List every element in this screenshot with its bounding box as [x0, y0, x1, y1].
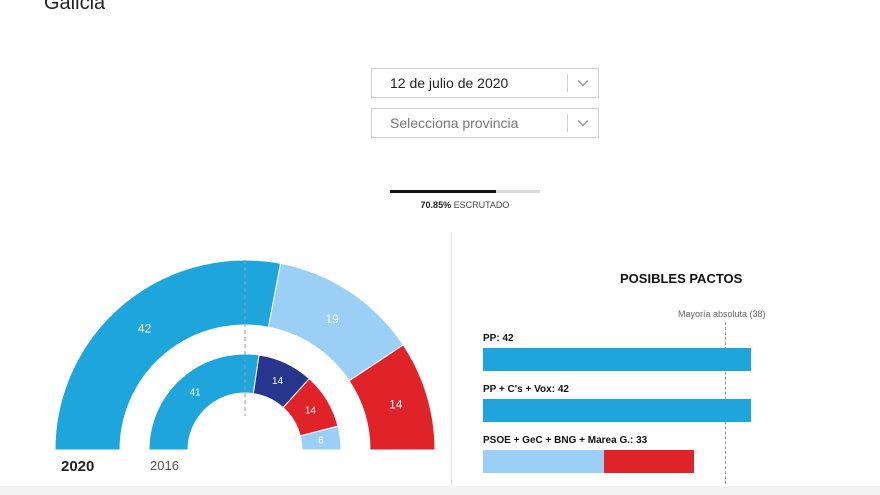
- chevron-down-icon[interactable]: [568, 79, 598, 87]
- chevron-down-icon[interactable]: [568, 119, 598, 127]
- page-title: Galicia: [44, 0, 106, 14]
- scrutiny-progress-fill: [390, 190, 497, 193]
- pacto-label: PP + C's + Vox: 42: [483, 384, 569, 395]
- pactos-title: POSIBLES PACTOS: [620, 271, 743, 286]
- majority-label: Mayoría absoluta (38): [678, 309, 766, 319]
- scrutiny-percent: 70.85%: [420, 200, 452, 210]
- scrutiny-progress-bar: [390, 190, 540, 193]
- previous-seat-label: 6: [318, 436, 324, 447]
- date-select-value: 12 de julio de 2020: [390, 75, 509, 91]
- section-divider: [451, 232, 452, 495]
- year-current-label: 2020: [61, 458, 95, 475]
- year-previous-label: 2016: [150, 458, 179, 473]
- select-separator: [567, 114, 568, 132]
- province-select[interactable]: Selecciona provincia: [371, 108, 599, 138]
- previous-seat-label: 14: [272, 376, 284, 387]
- previous-seat-label: 14: [305, 406, 317, 417]
- hemicycle-chart: 42 19 14 41 14 14 6: [54, 259, 436, 451]
- pacto-bar-segment: [483, 450, 605, 473]
- pacto-bar-segment: [483, 399, 751, 422]
- previous-ring-segment: [299, 425, 342, 451]
- current-seat-label: 14: [389, 397, 403, 411]
- select-separator: [567, 74, 568, 92]
- pacto-bar: [483, 348, 751, 371]
- previous-ring-segment: [148, 353, 260, 451]
- current-ring-segment: [348, 344, 436, 451]
- pacto-bar-segment: [483, 348, 751, 371]
- pacto-bar: [483, 399, 751, 422]
- scrutiny-progress-text: 70.85% ESCRUTADO: [390, 200, 540, 210]
- date-select[interactable]: 12 de julio de 2020: [371, 68, 599, 98]
- pacto-bar: [483, 450, 694, 473]
- current-ring-segment: [54, 259, 282, 451]
- bottom-strip: [0, 486, 880, 495]
- scrutiny-label: ESCRUTADO: [453, 200, 510, 210]
- pacto-label: PP: 42: [483, 333, 514, 344]
- current-seat-label: 42: [138, 322, 152, 336]
- previous-seat-label: 41: [189, 387, 201, 398]
- current-seat-label: 19: [325, 312, 339, 326]
- pacto-bar-segment: [604, 450, 694, 473]
- province-select-placeholder: Selecciona provincia: [390, 115, 519, 131]
- pacto-label: PSOE + GeC + BNG + Marea G.: 33: [483, 435, 648, 446]
